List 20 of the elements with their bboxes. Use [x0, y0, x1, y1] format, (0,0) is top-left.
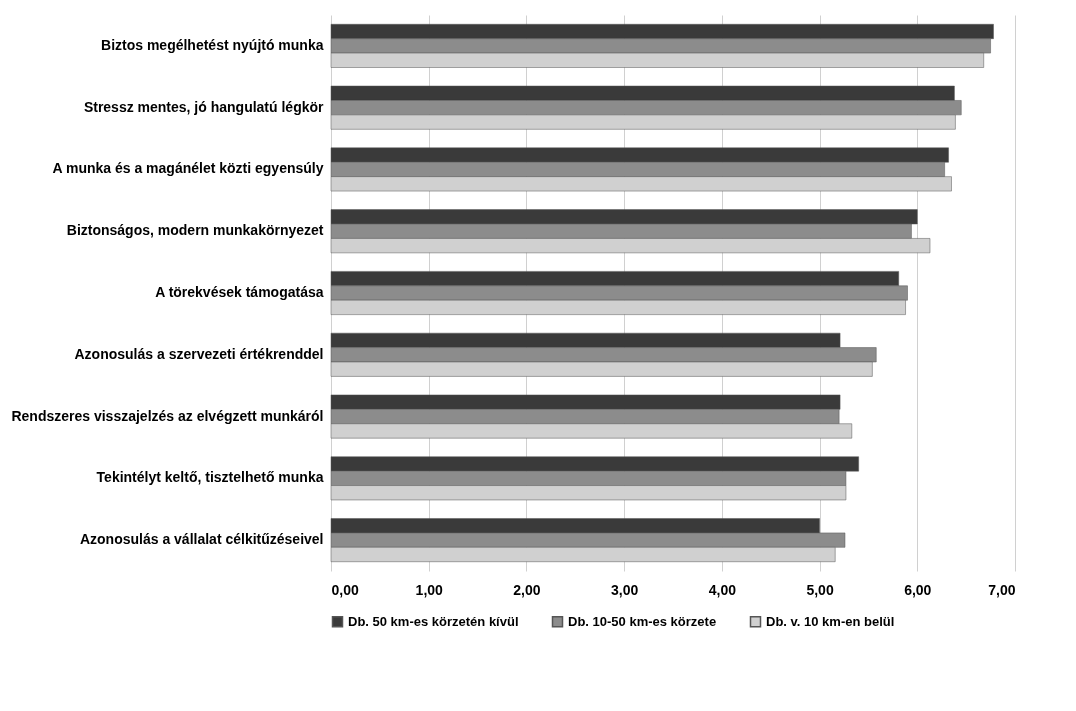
x-tick-label: 0,00 [331, 581, 359, 598]
legend-label: Db. 50 km-es körzetén kívül [348, 613, 519, 629]
x-tick-label: 5,00 [806, 581, 834, 598]
x-tick-label: 6,00 [904, 581, 932, 598]
x-tick-label: 2,00 [513, 581, 541, 598]
y-tick-label: Azonosulás a szervezeti értékrenddel [74, 345, 324, 362]
x-tick-label: 1,00 [415, 581, 444, 598]
y-tick-label: Rendszeres visszajelzés az elvégzett munkáról [11, 407, 324, 424]
y-tick-label: A törekvések támogatása [155, 284, 324, 300]
y-tick-label: A munka és a magánélet közti egyensúly [52, 160, 324, 177]
x-tick-label: 4,00 [708, 581, 737, 598]
y-tick-label: Tekintélyt keltő, tisztelhető munka [96, 469, 324, 486]
legend-label: Db. v. 10 km-en belül [766, 613, 895, 629]
y-tick-label: Stressz mentes, jó hangulatú légkör [83, 98, 325, 115]
x-tick-label: 7,00 [988, 581, 1016, 598]
y-tick-label: Azonosulás a vállalat célkitűzéseivel [79, 531, 324, 548]
legend-label: Db. 10-50 km-es körzete [568, 613, 717, 629]
y-tick-label: Biztos megélhetést nyújtó munka [101, 36, 324, 53]
y-tick-label: Biztonságos, modern munkakörnyezet [66, 222, 324, 239]
x-tick-label: 3,00 [611, 581, 639, 598]
